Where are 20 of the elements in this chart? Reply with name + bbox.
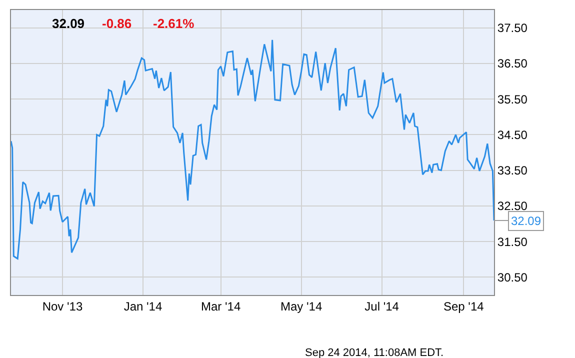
x-tick-label: Sep '14 xyxy=(443,299,484,314)
annotation: -2.61% xyxy=(153,16,195,31)
x-tick-label: May '14 xyxy=(280,299,322,314)
annotation: 32.09 xyxy=(511,214,542,228)
line-series xyxy=(11,39,494,260)
x-tick-label: Mar '14 xyxy=(201,299,241,314)
y-tick-label: 31.50 xyxy=(497,234,528,249)
annotation: -0.86 xyxy=(102,16,132,31)
y-tick-label: 35.50 xyxy=(497,92,528,106)
x-tick-label: Jul '14 xyxy=(364,299,400,314)
y-tick-label: 34.50 xyxy=(497,128,528,142)
y-tick-label: 33.50 xyxy=(497,164,528,178)
text: Sep 24 2014, 11:08AM EDT. xyxy=(305,347,444,358)
y-tick-label: 37.50 xyxy=(497,21,528,36)
annotation: 32.09 xyxy=(52,16,85,31)
y-tick-label: 36.50 xyxy=(497,56,528,71)
x-tick-label: Nov '13 xyxy=(42,299,83,314)
y-tick-label: 30.50 xyxy=(497,270,528,284)
x-tick-label: Jan '14 xyxy=(124,299,162,314)
y-tick-label: 32.50 xyxy=(497,199,528,214)
